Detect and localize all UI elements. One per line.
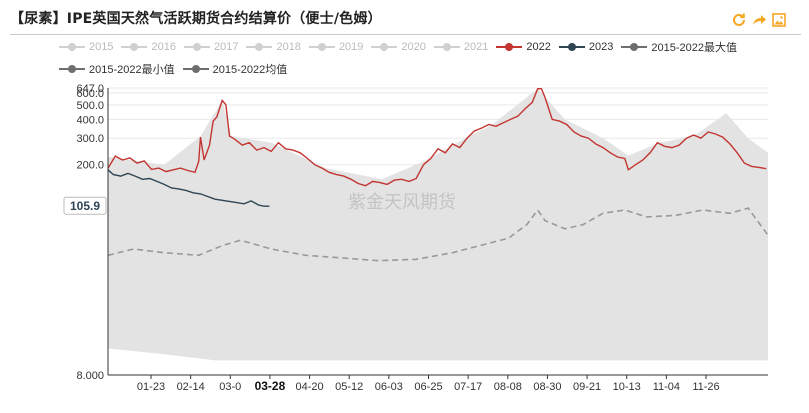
series-line-2023: [107, 169, 270, 207]
y-tick-label: 647.0: [76, 83, 104, 95]
legend-label: 2015-2022最小值: [89, 64, 175, 76]
x-tick-label: 08-30: [533, 381, 561, 393]
legend-label: 2020: [401, 41, 426, 53]
legend-label: 2019: [338, 41, 364, 53]
legend-line-icon: [121, 43, 148, 51]
chart-title: 【尿素】IPE英国天然气活跃期货合约结算价（便士/色姆）: [10, 11, 382, 27]
legend-line-icon: [371, 43, 398, 51]
legend-item[interactable]: 2020: [370, 41, 426, 53]
legend-label: 2021: [463, 41, 489, 53]
x-tick-label: 11-26: [692, 381, 719, 393]
y-tick-label: 400.0: [76, 114, 104, 126]
x-tick-label: 02-14: [177, 381, 205, 393]
x-tick-label: 08-08: [494, 381, 522, 393]
series-lines: [107, 87, 769, 262]
x-tick-label: 11-04: [653, 381, 680, 393]
legend-label: 2015: [89, 41, 114, 53]
legend-line-icon: [182, 65, 209, 73]
y-tick-label: 8.000: [76, 370, 104, 382]
watermark-text: 紫金天风期货: [348, 192, 456, 213]
legend-label: 2023: [588, 41, 614, 53]
legend-row: 2015 2016 2017 2018 2019 2020 2021 2022 2023 2015…: [58, 36, 798, 58]
legend-line-icon: [558, 43, 585, 51]
legend-line-icon: [183, 43, 210, 51]
legend-line-icon: [59, 43, 85, 51]
legend-item[interactable]: 2018: [245, 41, 301, 53]
x-tick-label: 07-17: [454, 381, 482, 393]
x-tick-label: 03-0: [219, 381, 241, 393]
legend-item[interactable]: 2022: [495, 41, 551, 53]
legend-item[interactable]: 2016: [120, 41, 176, 53]
x-tick-label: 06-25: [414, 381, 442, 393]
x-tick-label: 06-03: [375, 381, 403, 393]
legend-item[interactable]: 2015: [58, 41, 113, 53]
x-tick-label: 05-12: [335, 381, 363, 393]
x-tick-label: 01-23: [137, 381, 165, 393]
legend-label: 2018: [276, 41, 301, 53]
legend-item[interactable]: 2019: [308, 41, 363, 53]
y-tick-label: 200.0: [76, 160, 104, 172]
range-band: [108, 88, 768, 361]
legend-label: 2017: [213, 41, 239, 53]
toolbar: [731, 12, 787, 28]
legend-item[interactable]: 2015-2022最小值: [58, 61, 175, 77]
legend-label: 2016: [151, 41, 176, 53]
legend-item[interactable]: 2023: [558, 41, 613, 53]
legend-item[interactable]: 2015-2022均值: [182, 61, 288, 77]
x-tick-label: 10-13: [613, 381, 641, 393]
x-axis: 01-23 02-14 03-0 03-28 04-20 05-12 06-03 06-25 0…: [108, 374, 768, 393]
y-tick-label: 600.0: [76, 88, 104, 100]
title-bar: 【尿素】IPE英国天然气活跃期货合约结算价（便士/色姆）: [0, 0, 809, 36]
legend-label: 2022: [526, 41, 551, 53]
y-tick-label: 500.0: [76, 100, 104, 112]
legend-line-icon: [246, 43, 273, 51]
legend-line-icon: [621, 43, 648, 51]
watermark: 紫金天风期货: [348, 192, 456, 213]
pointer-label: 105.9: [63, 196, 107, 215]
legend-item[interactable]: 2015-2022最大值: [620, 39, 737, 55]
title-divider: [10, 34, 801, 35]
series-line-2022: [107, 87, 767, 187]
legend-item[interactable]: 2017: [183, 41, 238, 53]
x-tick-label: 09-21: [573, 381, 601, 393]
legend-line-icon: [496, 43, 523, 51]
legend-line-icon: [433, 43, 460, 51]
y-tick-label: 300.0: [76, 133, 104, 145]
image-save-icon[interactable]: [771, 12, 787, 28]
legend-line-icon: [308, 43, 335, 51]
legend-label: 2015-2022均值: [212, 64, 288, 76]
legend-row: 2015-2022最小值 2015-2022均值: [58, 58, 798, 80]
legend: 2015 2016 2017 2018 2019 2020 2021 2022 2023 2015…: [58, 36, 798, 80]
x-tick-label: 03-28: [255, 379, 286, 393]
legend-line-icon: [59, 65, 85, 73]
pointer-label-text: 105.9: [70, 199, 100, 213]
x-tick-label: 04-20: [296, 381, 324, 393]
pointer-label-box: [63, 196, 107, 215]
share-icon[interactable]: [751, 12, 767, 28]
legend-item[interactable]: 2021: [433, 41, 488, 53]
refresh-icon[interactable]: [731, 12, 747, 28]
legend-label: 2015-2022最大值: [651, 42, 737, 54]
series-line-2015-2022均值: [107, 207, 769, 262]
